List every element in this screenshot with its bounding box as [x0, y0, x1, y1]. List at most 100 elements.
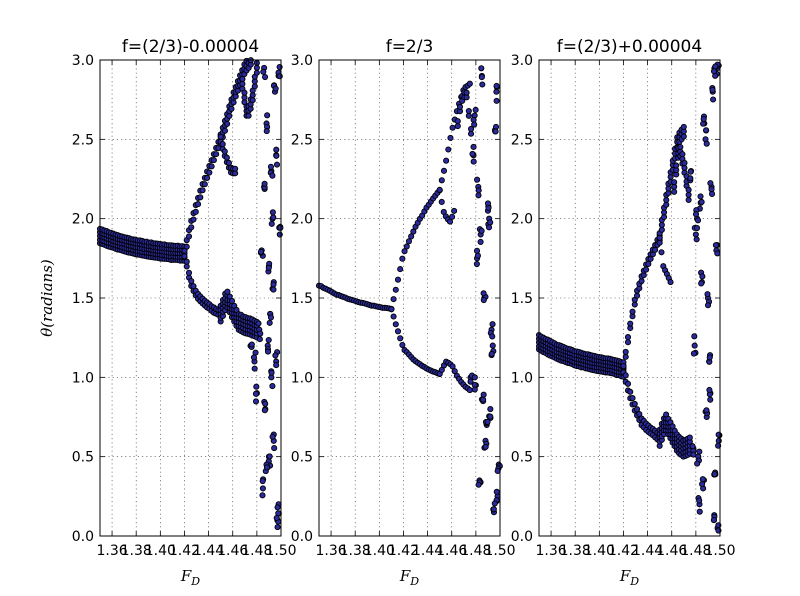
subplot-left-x-tick-label-2: 1.40: [145, 543, 176, 559]
subplot-left-scatter-point: [263, 128, 270, 135]
subplot-right-scatter-point: [687, 168, 694, 175]
subplot-left-point: [228, 297, 236, 305]
subplot-left-scatter-point: [274, 504, 281, 511]
subplot-right-x-tick-label-1: 1.38: [560, 543, 591, 559]
subplot-right-point: [624, 334, 632, 341]
subplot-middle-scatter-point: [475, 481, 482, 488]
subplot-right-x-tick-label-0: 1.36: [535, 543, 566, 559]
subplot-left-point: [224, 120, 231, 127]
subplot-middle-point: [403, 243, 410, 250]
y-axis-label: θ(radians): [38, 259, 56, 337]
subplot-middle-scatter-point: [471, 121, 478, 128]
subplot-left-scatter-point: [261, 180, 268, 187]
subplot-left-scatter-point: [273, 161, 281, 168]
subplot-middle-x-tick-label-7: 1.50: [484, 543, 515, 559]
subplot-left-point: [181, 253, 188, 260]
subplot-middle-point: [397, 335, 404, 342]
subplot-middle-scatter-point: [479, 81, 486, 88]
subplot-right-scatter-point-22: [715, 437, 722, 444]
subplot-left-x-tick-label-4: 1.44: [193, 543, 224, 559]
subplot-middle-scatter-point: [493, 97, 500, 104]
subplot-right-scatter-point: [690, 350, 697, 357]
subplot-middle-scatter-point: [493, 488, 500, 495]
subplot-right-point: [686, 434, 693, 441]
subplot-middle-scatter-point: [471, 374, 478, 381]
subplot-right-scatter-point: [714, 250, 721, 257]
subplot-middle-y-tick-label-5: 2.5: [291, 132, 313, 148]
subplot-right-scatter-point: [693, 225, 701, 232]
subplot-right-marks: [535, 61, 723, 534]
subplot-middle-point: [466, 387, 473, 394]
subplot-middle-point: [447, 134, 454, 141]
subplot-right-ticks: 1.361.381.401.421.441.461.481.50 0.0 0.5 1.…: [511, 53, 736, 559]
subplot-left-point: [185, 233, 193, 240]
subplot-middle-x-tick-label-6: 1.48: [460, 543, 491, 559]
subplot-right-point: [677, 143, 684, 151]
subplot-right-scatter-point: [689, 443, 696, 450]
subplot-middle-point: [467, 125, 475, 133]
subplot-right-scatter-point: [706, 386, 713, 394]
subplot-right-point: [681, 159, 688, 167]
subplot-right-scatter-point: [699, 481, 706, 488]
subplot-left-point: [206, 169, 213, 176]
subplot-right-scatter-point: [696, 508, 703, 515]
subplot-left-grid: [100, 60, 281, 536]
subplot-left-branch-6: [239, 59, 260, 119]
subplot-right-scatter-point: [699, 476, 706, 483]
subplot-right-point: [658, 226, 665, 233]
subplot-left-point: [208, 163, 215, 170]
subplot-left-scatter-point: [259, 478, 266, 485]
subplot-left-scatter-point: [266, 319, 273, 326]
subplot-right-point: [685, 196, 692, 203]
subplot-middle-x-tick-label-4: 1.44: [412, 543, 443, 559]
subplot-left-point: [192, 208, 199, 215]
subplot-left-point: [194, 201, 202, 208]
subplot-left-scatter-point: [257, 248, 265, 255]
subplot-right: f=(2/3)+0.00004 1.361.381.401.421.441.46…: [511, 37, 736, 588]
subplot-middle-scatter-point: [474, 252, 481, 259]
subplot-left-title: f=(2/3)-0.00004: [122, 37, 259, 57]
subplot-right-point: [624, 339, 632, 346]
subplot-right-point: [680, 133, 687, 140]
subplot-right-scatter-point: [687, 175, 694, 182]
subplot-left-scatter-point: [270, 286, 277, 293]
subplot-left-scatter-point: [271, 445, 278, 452]
subplot-middle-x-tick-label-2: 1.40: [364, 543, 395, 559]
subplot-middle-point: [388, 306, 395, 313]
subplot-left-branch-3: [217, 133, 239, 177]
subplot-right-point: [622, 348, 629, 355]
subplot-middle-point: [397, 266, 404, 273]
subplot-middle-point: [443, 157, 450, 164]
subplot-middle-scatter-point: [488, 350, 495, 357]
subplot-left-point: [245, 112, 252, 119]
subplot-middle-point: [445, 146, 452, 153]
subplot-right-scatter-point: [697, 193, 704, 200]
subplot-right-y-tick-label-6: 3.0: [511, 53, 533, 69]
subplot-middle-scatter-point: [473, 247, 481, 254]
subplot-right-scatter-point: [708, 190, 716, 197]
subplot-middle-scatter-point: [484, 200, 492, 207]
subplot-middle-scatter-point: [490, 506, 497, 513]
subplot-middle-scatter-point: [478, 65, 485, 72]
subplot-left-scatter-point: [268, 220, 275, 227]
subplot-left-scatter-point: [267, 314, 275, 321]
subplot-right-x-tick-label-5: 1.46: [656, 543, 687, 559]
subplot-middle-scatter-point: [477, 238, 484, 245]
subplot-left-scatter-point: [264, 348, 272, 355]
subplot-middle-branch-5: [436, 358, 473, 394]
subplot-right-y-tick-label-5: 2.5: [511, 132, 533, 148]
subplot-right-scatter-point: [699, 273, 706, 280]
subplot-right-x-tick-label-6: 1.48: [680, 543, 711, 559]
subplot-middle-point: [436, 186, 443, 193]
subplot-right-point: [658, 221, 665, 228]
subplot-left-scatter-point: [263, 464, 271, 471]
subplot-right-point: [633, 292, 641, 299]
subplot-left-y-tick-label-1: 0.5: [72, 450, 94, 466]
subplot-right-y-tick-label-0: 0.0: [511, 529, 533, 545]
subplot-left-scatter-point: [274, 524, 281, 531]
subplot-middle-x-tick-label-5: 1.46: [436, 543, 467, 559]
subplot-right-scatter-point: [700, 116, 707, 123]
subplot-right-scatter-point: [691, 333, 698, 340]
subplot-right-point: [627, 320, 634, 327]
subplot-right-scatter-point: [710, 68, 718, 75]
